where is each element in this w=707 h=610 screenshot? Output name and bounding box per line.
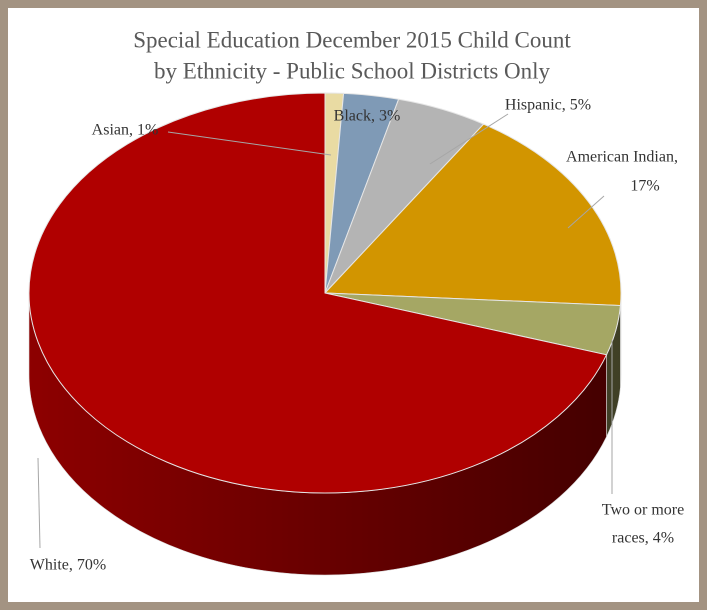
chart-title: by Ethnicity - Public School Districts O… — [154, 58, 551, 83]
data-label: Hispanic, 5% — [505, 97, 591, 114]
leader-lines — [37, 113, 613, 549]
pie-slice — [28, 92, 608, 494]
leader-line — [567, 195, 605, 229]
pie-slice — [323, 123, 622, 307]
data-label: races, 4% — [612, 530, 674, 547]
leader-line — [167, 131, 332, 156]
data-label: White, 70% — [30, 557, 106, 574]
data-label: Asian, 1% — [92, 122, 159, 139]
data-label: Black, 3% — [334, 108, 401, 125]
data-label: 17% — [630, 178, 659, 195]
data-label: American Indian, — [566, 149, 678, 166]
leader-line — [37, 457, 41, 549]
data-label: Two or more — [602, 502, 684, 519]
leader-line — [429, 113, 509, 165]
chart-title: Special Education December 2015 Child Co… — [133, 27, 571, 52]
